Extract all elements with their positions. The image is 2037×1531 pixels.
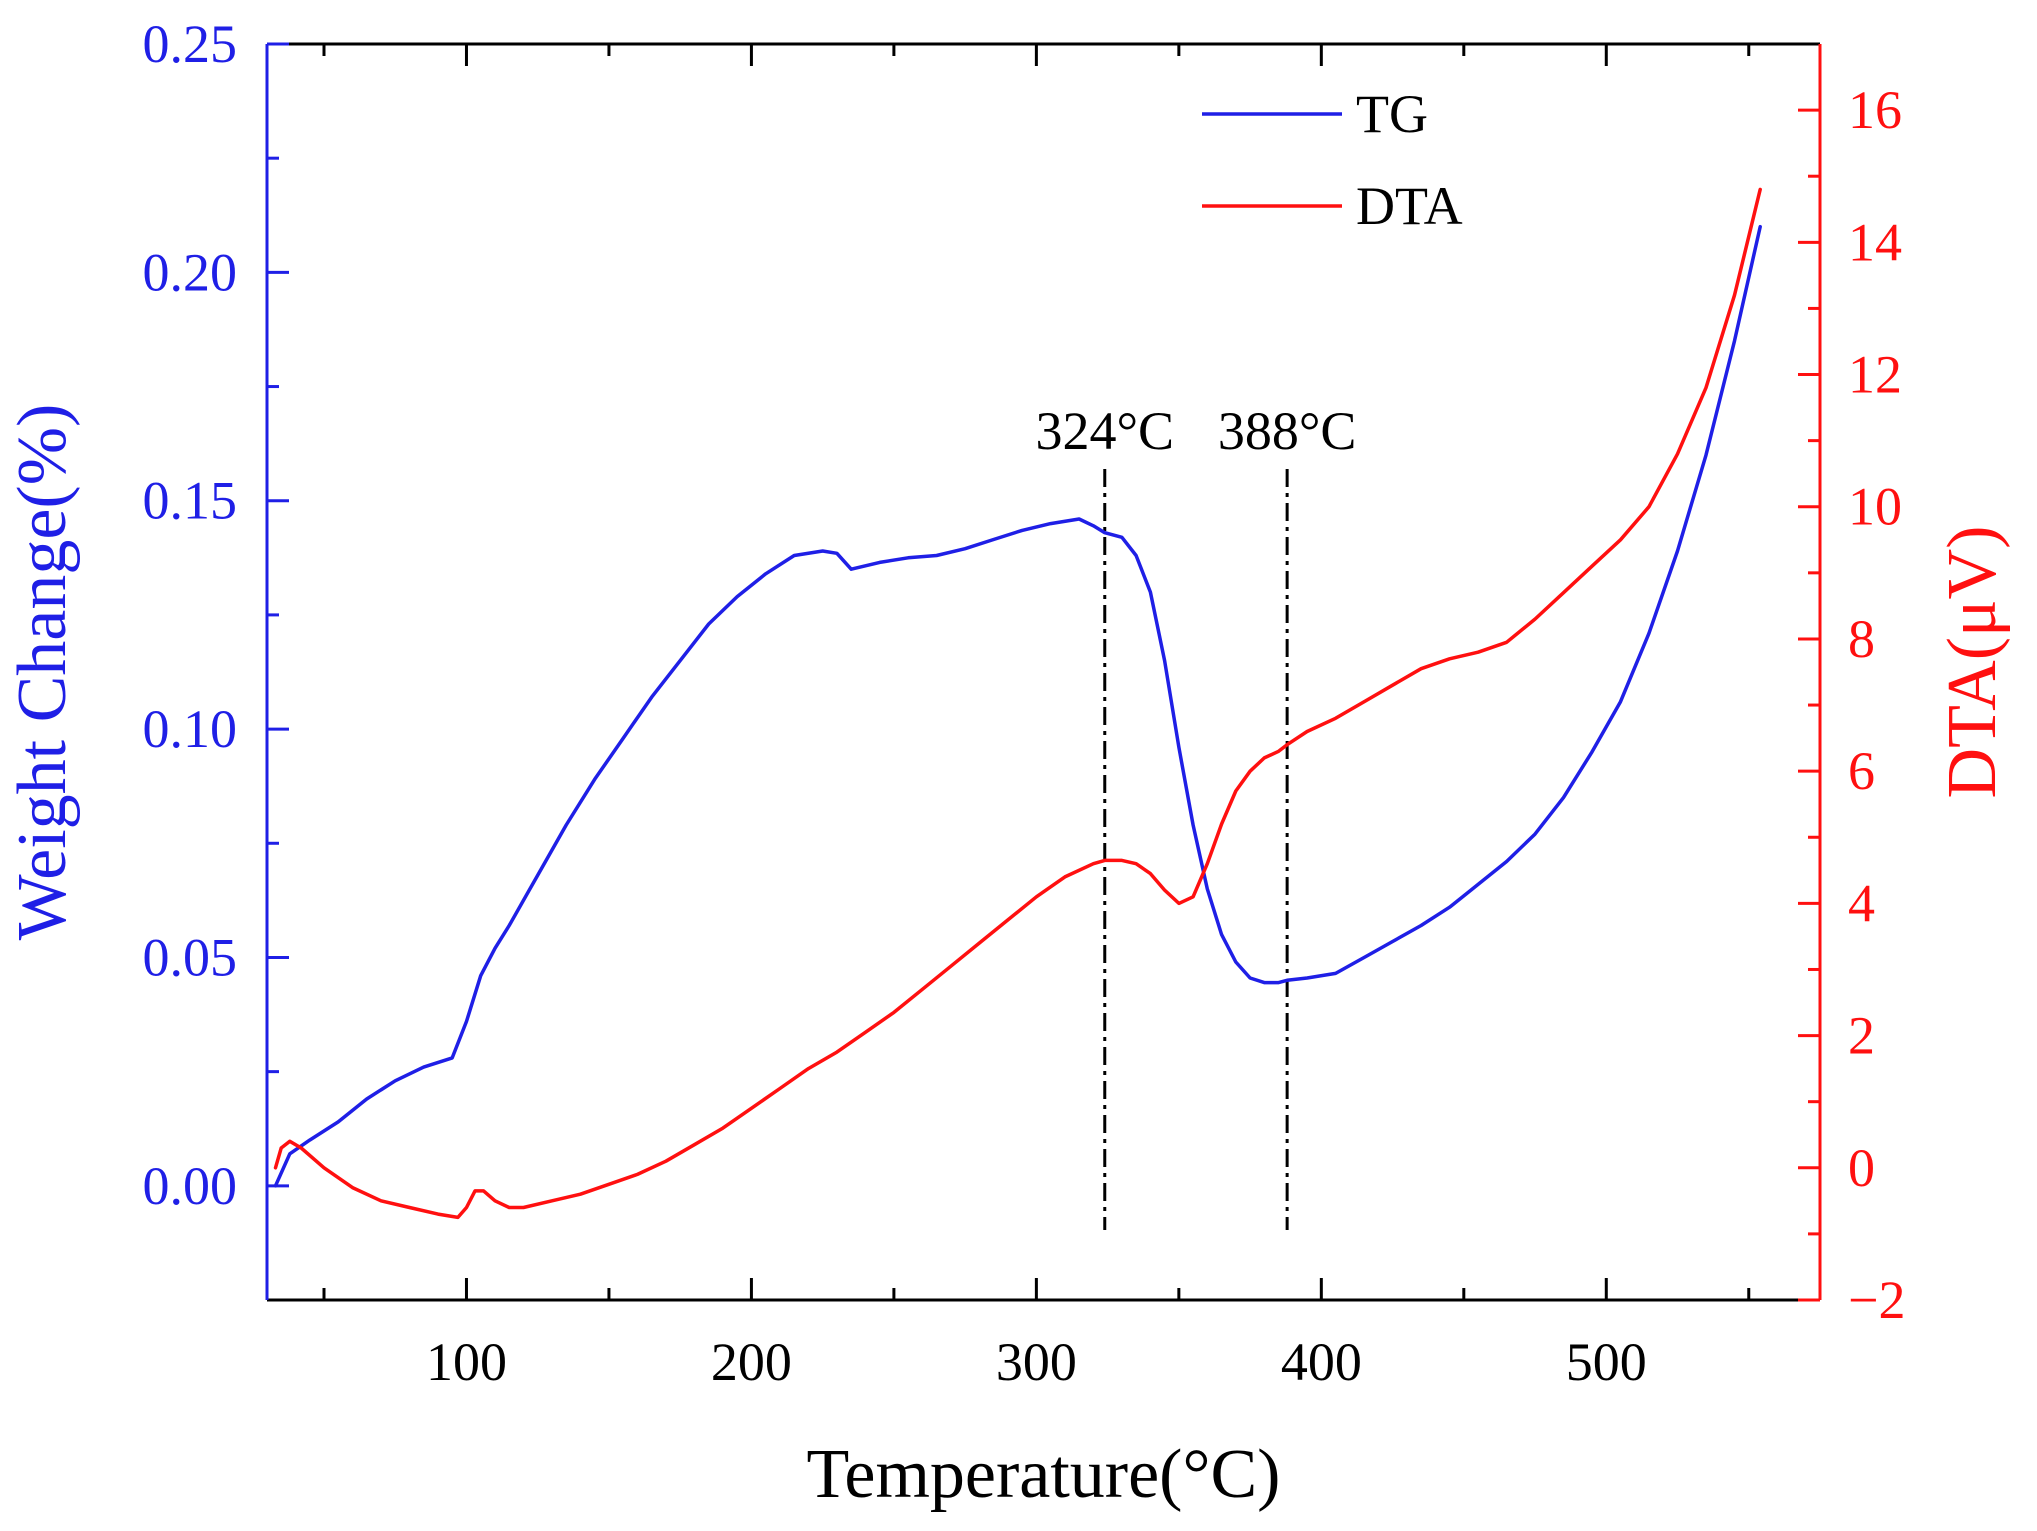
y-left-tick-label: 0.15 (143, 471, 238, 531)
y-right-tick-label: 2 (1848, 1006, 1875, 1066)
y-left-tick-label: 0.20 (143, 242, 238, 302)
series-lines (273, 187, 1762, 1220)
x-tick-label: 400 (1281, 1332, 1362, 1392)
x-tick-label: 100 (426, 1332, 507, 1392)
legend-label: TG (1356, 84, 1428, 144)
y-right-tick-label: 10 (1848, 477, 1902, 537)
annotation-label: 324°C (1035, 401, 1174, 461)
y-right-tick-label: 0 (1848, 1138, 1875, 1198)
left-y-axis-title: Weight Change(%) (4, 404, 81, 941)
right-y-axis-title: DTA(μV) (1934, 526, 2011, 799)
x-tick-label: 300 (996, 1332, 1077, 1392)
series-line-dta (273, 187, 1762, 1220)
x-tick-label: 500 (1566, 1332, 1647, 1392)
y-left-tick-label: 0.10 (143, 699, 238, 759)
y-right-tick-label: 6 (1848, 741, 1875, 801)
legend: TG DTA (1202, 84, 1463, 236)
plot-frame (265, 42, 1822, 1302)
legend-label: DTA (1356, 176, 1463, 236)
y-right-tick-label: 8 (1848, 609, 1875, 669)
y-right-tick-label: 12 (1848, 345, 1902, 405)
y-right-tick-label: 14 (1848, 212, 1902, 272)
x-tick-label: 200 (711, 1332, 792, 1392)
axis-titles: Temperature(°C) Weight Change(%) DTA(μV) (4, 404, 2011, 1513)
x-axis-title: Temperature(°C) (807, 1436, 1281, 1513)
annotation-lines: 324°C 388°C (1035, 401, 1356, 1230)
series-line-tg (273, 224, 1762, 1188)
y-left-tick-label: 0.05 (143, 927, 238, 987)
y-right-tick-label: 4 (1848, 873, 1875, 933)
y-right-tick-label: 16 (1848, 80, 1902, 140)
annotation-label: 388°C (1218, 401, 1357, 461)
y-right-tick-label: −2 (1848, 1270, 1905, 1330)
axis-ticks: 100 200 300 400 5000.000.050.100.150.200.25−… (143, 14, 1906, 1392)
y-left-tick-label: 0.25 (143, 14, 238, 74)
y-left-tick-label: 0.00 (143, 1156, 238, 1216)
